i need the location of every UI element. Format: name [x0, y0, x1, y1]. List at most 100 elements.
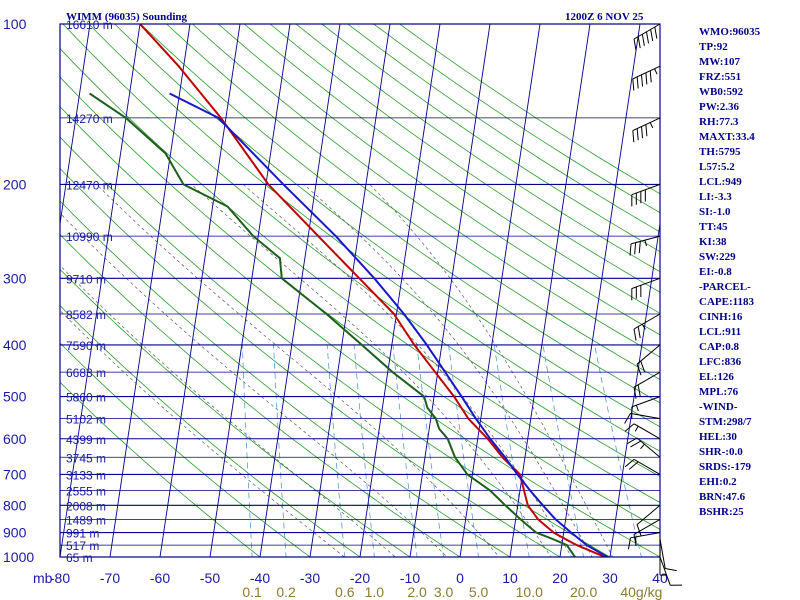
- barb-flag: [636, 128, 639, 141]
- barb-flag: [634, 242, 637, 255]
- moist-adiabat: [369, 184, 613, 557]
- chart-time: 1200Z 6 NOV 25: [565, 11, 644, 23]
- mixing-ratio-line: [493, 344, 530, 557]
- mixing-ratio-tick-label: 20.0: [570, 584, 597, 600]
- isotherm-line: [60, 24, 91, 227]
- sounding-index: SI:-1.0: [699, 206, 731, 218]
- sounding-index: TH:5795: [699, 146, 741, 158]
- pressure-tick-label: 700: [3, 466, 27, 482]
- mixing-ratio-line: [353, 344, 375, 557]
- barb-flag: [654, 26, 658, 39]
- barb-shaft: [633, 458, 661, 475]
- height-label: 7590 m: [66, 339, 106, 353]
- barb-flag: [628, 461, 639, 470]
- isotherm-line: [109, 24, 191, 557]
- wind-barb: [636, 344, 661, 376]
- sounding-index: EHI:0.2: [699, 476, 737, 488]
- barb-shaft: [636, 344, 661, 365]
- isotherm-line: [259, 24, 341, 557]
- wind-barb: [626, 437, 661, 458]
- dewpoint-line: [89, 92, 576, 557]
- wind-barb: [659, 545, 666, 576]
- height-label: 5102 m: [66, 413, 106, 427]
- chart-title: WIMM (96035) Sounding: [66, 11, 188, 23]
- height-label: 2008 m: [66, 499, 106, 513]
- height-label: 3133 m: [66, 468, 106, 482]
- sounding-index: WMO:96035: [699, 26, 761, 38]
- height-label: 6683 m: [66, 366, 106, 380]
- moist-adiabat: [96, 184, 500, 557]
- wind-barb: [633, 23, 661, 51]
- plot-frame: [59, 23, 661, 558]
- wind-barb: [633, 313, 661, 341]
- barb-half-flag: [634, 536, 637, 543]
- pressure-tick-label: 1000: [3, 549, 34, 565]
- barb-flag: [636, 76, 639, 89]
- temperature-tick-label: 10: [502, 570, 518, 586]
- barb-flag: [645, 124, 648, 137]
- barb-flag: [641, 74, 644, 87]
- sounding-index: -PARCEL-: [699, 281, 751, 293]
- height-label: 9710 m: [66, 272, 106, 286]
- sounding-index: CAPE:1183: [699, 296, 755, 308]
- barb-shaft: [636, 504, 661, 525]
- temperature-tick-label: -20: [350, 570, 370, 586]
- dry-adiabat: [60, 342, 311, 557]
- barb-flag: [624, 423, 635, 432]
- moist-adiabat: [60, 212, 448, 557]
- mixing-ratio-line: [416, 344, 445, 557]
- barb-flag: [636, 524, 642, 536]
- height-label: 65 m: [66, 551, 93, 565]
- barb-flag: [629, 243, 632, 256]
- barb-flag: [633, 328, 637, 341]
- barb-flag: [632, 78, 635, 91]
- barb-flag: [630, 440, 641, 448]
- mixing-ratio-tick-label: 5.0: [469, 584, 489, 600]
- barb-flag: [636, 364, 642, 376]
- mixing-ratio-tick-label: 0.1: [242, 584, 262, 600]
- barb-shaft: [632, 117, 661, 132]
- background-grid: [60, 24, 660, 557]
- mixing-ratio-line: [542, 344, 585, 557]
- barb-half-flag: [635, 405, 639, 412]
- height-label: 10990 m: [66, 230, 113, 244]
- barb-shaft: [633, 371, 661, 388]
- mixing-ratio-tick-label: 40g/kg: [620, 584, 662, 600]
- isotherm-line: [359, 24, 441, 557]
- sounding-index: PW:2.36: [699, 101, 740, 113]
- isotherm-line: [609, 220, 660, 557]
- barb-flag: [633, 387, 637, 399]
- wind-barb: [631, 183, 661, 207]
- height-label: 16610 m: [66, 18, 113, 32]
- height-label: 991 m: [66, 527, 99, 541]
- isotherm-line: [209, 24, 291, 557]
- barb-half-flag: [644, 240, 647, 247]
- height-label: 14270 m: [66, 112, 113, 126]
- mixing-ratio-line: [326, 344, 346, 557]
- moist-adiabat: [242, 184, 573, 557]
- sounding-index: SRDS:-179: [699, 461, 751, 473]
- isotherm-line: [60, 24, 141, 557]
- barb-flag: [640, 360, 646, 373]
- pressure-tick-label: 300: [3, 270, 27, 286]
- barb-shaft: [630, 412, 661, 420]
- height-label: 12470 m: [66, 178, 113, 192]
- wind-barb: [629, 235, 661, 256]
- temperature-tick-label: 20: [552, 570, 568, 586]
- barb-flag: [665, 568, 677, 572]
- barb-half-flag: [640, 443, 645, 450]
- dry-adiabat: [60, 305, 361, 557]
- sounding-index: TT:45: [699, 221, 728, 233]
- barb-flag: [624, 459, 635, 468]
- mixing-ratio-tick-label: 0.2: [276, 584, 296, 600]
- wind-barb: [624, 458, 661, 475]
- barb-shaft: [659, 538, 666, 569]
- sounding-index: BSHR:25: [699, 506, 744, 518]
- barb-shaft: [636, 437, 661, 458]
- mixing-ratio-line: [241, 344, 253, 557]
- wind-barb: [624, 423, 661, 440]
- barb-flag: [645, 31, 650, 44]
- height-label: 8582 m: [66, 308, 106, 322]
- temperature-tick-label: -30: [300, 570, 320, 586]
